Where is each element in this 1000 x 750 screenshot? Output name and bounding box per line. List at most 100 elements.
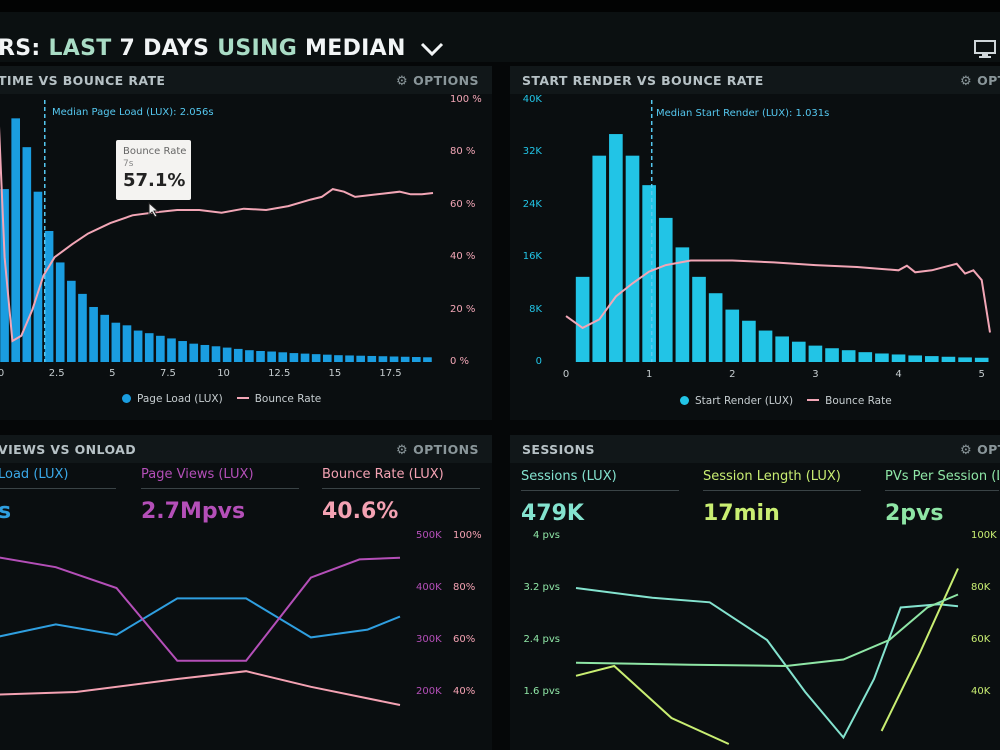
legend-line-swatch: [236, 397, 249, 399]
metric-label: Bounce Rate (LUX): [322, 467, 480, 489]
y-tick-label: 100K: [971, 530, 997, 541]
y-tick-label: 200K: [416, 686, 442, 697]
y-tick-label: 80%: [453, 582, 476, 593]
metric-bounce-rate[interactable]: Bounce Rate (LUX) 40.6%: [322, 467, 480, 524]
histogram-bar: [609, 134, 623, 362]
gear-icon: ⚙: [396, 443, 409, 458]
y-tick-label: 100%: [453, 530, 482, 541]
median-annotation: Median Start Render (LUX): 1.031s: [656, 108, 830, 119]
legend-line-label: Bounce Rate: [254, 393, 322, 405]
histogram-bar: [334, 355, 343, 362]
y-tick-label: 60K: [971, 634, 991, 645]
histogram-bar: [0, 189, 9, 362]
cursor-icon: [148, 201, 160, 222]
y-tick-label: 60 %: [450, 198, 476, 210]
panel-title: TIME VS BOUNCE RATE: [0, 73, 166, 88]
x-tick-label: 12.5: [268, 368, 291, 379]
y-tick-label: 0 %: [450, 356, 470, 367]
metric-value: 40.6%: [322, 499, 399, 524]
metric-label: Session Length (LUX): [703, 469, 861, 491]
histogram-bar: [89, 306, 98, 362]
metric-pvs-per-session[interactable]: PVs Per Session (LUX) 2pvs: [885, 469, 999, 526]
metric-value: s: [0, 499, 12, 524]
histogram-bar: [400, 356, 410, 362]
histogram-bar: [411, 357, 421, 362]
y-tick-label: 400K: [416, 582, 442, 593]
y-tick-label: 60%: [453, 634, 476, 645]
histogram-bar: [222, 347, 232, 362]
title-part2: LAST: [48, 36, 120, 61]
y-tick-label: 40K: [522, 94, 542, 105]
options-button[interactable]: ⚙ OPT: [960, 73, 1000, 89]
histogram-bar: [300, 353, 310, 362]
panel-sessions: SESSIONS ⚙ OPT: [510, 435, 1000, 750]
x-tick-label: 2.5: [48, 368, 65, 379]
y-tick-label: 32K: [522, 146, 542, 158]
panel-title: START RENDER VS BOUNCE RATE: [522, 73, 764, 88]
tooltip-value: 57.1%: [123, 170, 186, 191]
histogram-bar: [908, 355, 922, 362]
metric-label: PVs Per Session (LUX): [885, 469, 999, 491]
metric-value: 479K: [521, 501, 584, 526]
histogram-bar: [675, 247, 690, 362]
metric-sessions[interactable]: Sessions (LUX) 479K: [521, 469, 679, 526]
histogram-bar: [133, 330, 143, 362]
options-button[interactable]: ⚙ OPTIONS: [396, 73, 479, 89]
metric-value: 2pvs: [885, 501, 944, 526]
options-label: OPTIONS: [413, 442, 479, 457]
histogram-bar: [345, 355, 354, 362]
histogram-bar: [256, 350, 265, 362]
histogram-bar: [211, 346, 221, 362]
histogram-bar: [22, 147, 32, 362]
histogram-bar: [44, 231, 54, 362]
metric-page-views[interactable]: Page Views (LUX) 2.7Mpvs: [141, 467, 299, 524]
dashboard-title[interactable]: RS: LAST 7 DAYS USING MEDIAN: [0, 36, 444, 62]
x-tick-label: 4: [895, 369, 902, 380]
y-tick-label: 4 pvs: [532, 530, 560, 541]
legend-line-swatch: [807, 399, 820, 401]
histogram-bar: [791, 341, 806, 362]
y-tick-label: 40 %: [450, 251, 476, 263]
panel-title: SESSIONS: [522, 442, 595, 457]
series-line: [575, 587, 959, 740]
panel-header: SESSIONS ⚙ OPT: [510, 435, 1000, 463]
histogram-bar: [233, 348, 243, 362]
histogram-bar: [658, 217, 673, 362]
series-line: [0, 597, 401, 639]
options-button[interactable]: ⚙ OPT: [960, 442, 1000, 458]
x-tick-label: 3: [812, 369, 819, 380]
histogram-bar: [592, 155, 607, 362]
histogram-bar: [692, 276, 706, 362]
y-tick-label: 100 %: [450, 94, 482, 105]
metric-session-length[interactable]: Session Length (LUX) 17min: [703, 469, 861, 526]
monitor-icon[interactable]: [974, 40, 996, 62]
panel-render-vs-bounce: START RENDER VS BOUNCE RATE ⚙ OPT: [510, 66, 1000, 420]
series-line: [575, 664, 730, 745]
histogram-bar: [267, 351, 276, 362]
histogram-bar: [891, 354, 906, 362]
y-tick-label: 40K: [971, 686, 991, 697]
y-tick-label: 24K: [522, 198, 542, 210]
x-tick-label: 15: [328, 368, 342, 379]
histogram-bar: [367, 355, 377, 362]
metric-load[interactable]: Load (LUX) s: [0, 467, 116, 524]
options-label: OPT: [977, 73, 1000, 88]
histogram-bar: [67, 280, 76, 362]
x-tick-label: 7.5: [159, 368, 176, 379]
metric-value: 2.7Mpvs: [141, 499, 246, 524]
histogram-bar: [378, 356, 388, 362]
x-tick-label: 5: [109, 368, 116, 379]
options-button[interactable]: ⚙ OPTIONS: [396, 442, 479, 458]
histogram-bar: [55, 262, 65, 362]
y-tick-label: 20 %: [450, 303, 476, 315]
histogram-bar: [322, 354, 332, 362]
y-tick-label: 2.4 pvs: [523, 634, 560, 645]
title-part5: MEDIAN: [305, 36, 406, 61]
options-label: OPT: [977, 442, 1000, 457]
histogram-bar: [841, 350, 856, 362]
x-tick-label: 0: [0, 368, 5, 379]
histogram-bar: [11, 118, 21, 362]
chevron-down-icon[interactable]: [420, 37, 444, 62]
